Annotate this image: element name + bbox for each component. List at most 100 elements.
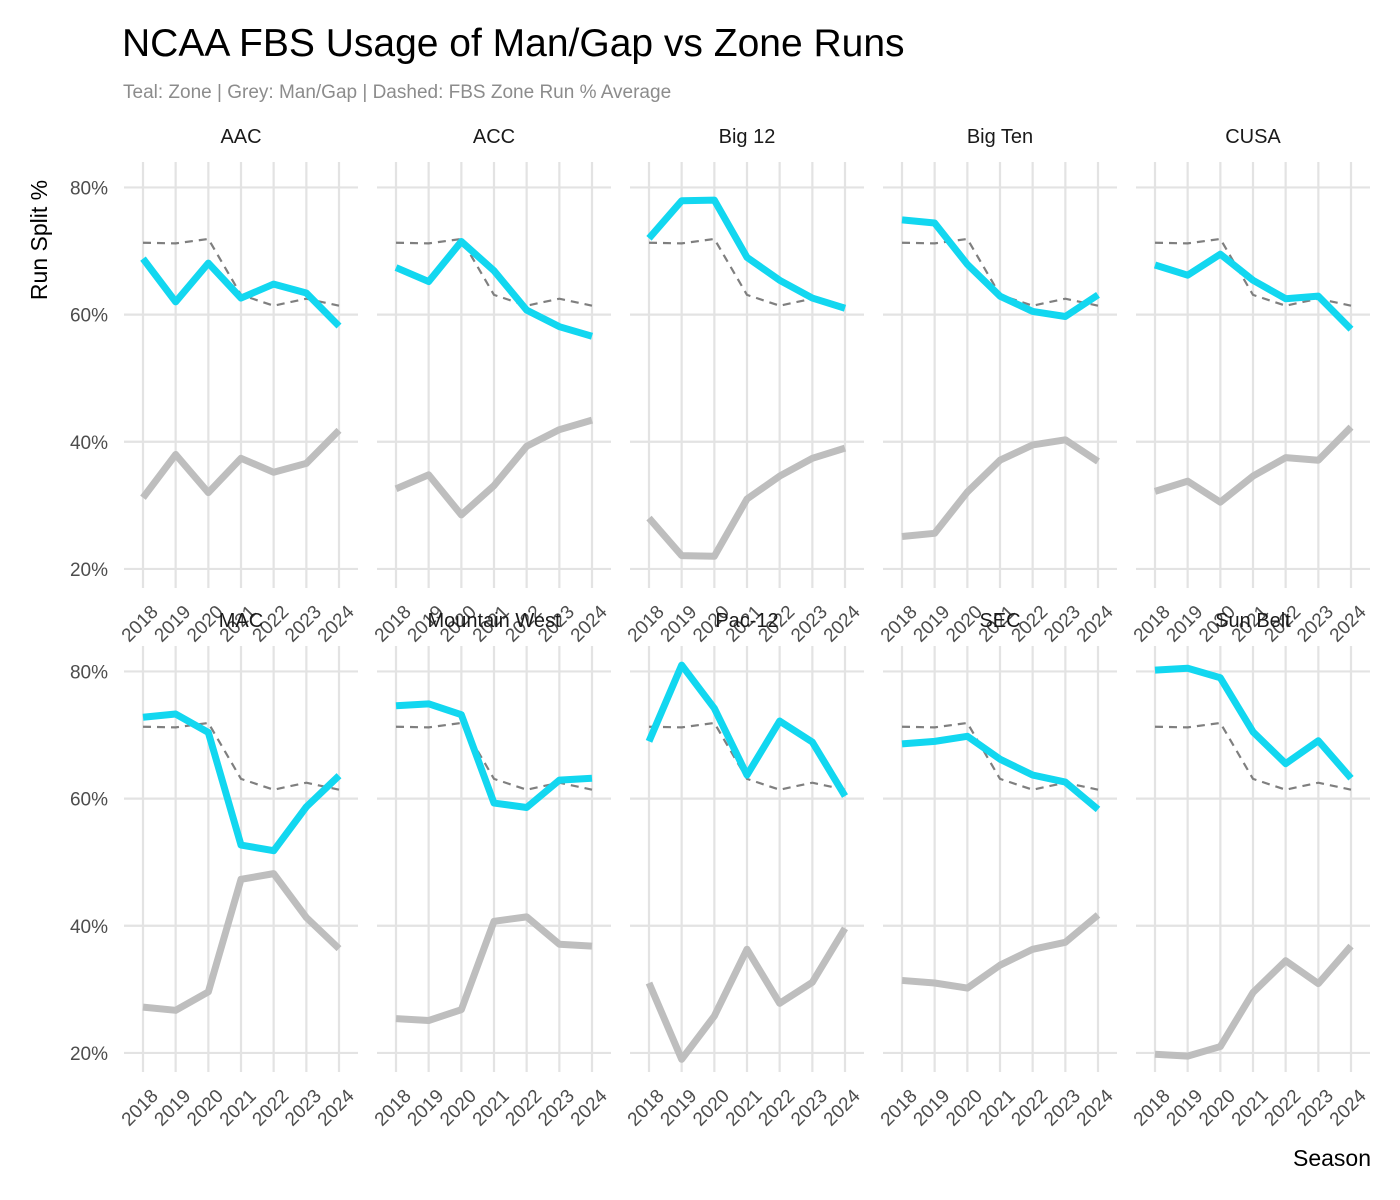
x-tick-label-pac-12-2019: 2019 — [657, 1086, 702, 1131]
zone-line-sun-belt — [1154, 664, 1354, 781]
x-tick-label-sun-belt-2021: 2021 — [1228, 1086, 1273, 1131]
x-tick-label-mac-2022: 2022 — [249, 1086, 294, 1131]
fbs-average-line-sun-belt — [1154, 721, 1352, 791]
x-tick-label-sec-2020: 2020 — [942, 1086, 987, 1131]
panel-title-acc: ACC — [473, 126, 515, 148]
y-tick-label-40-row2: 40% — [70, 917, 108, 938]
zone-line-pac-12 — [645, 661, 848, 798]
x-tick-label-aac-2018: 2018 — [118, 602, 163, 647]
x-tick-label-big-12-2018: 2018 — [624, 602, 669, 647]
x-tick-label-big-12-2024: 2024 — [820, 601, 865, 646]
y-tick-label-20-row1: 20% — [70, 560, 108, 581]
panel-title-mac: MAC — [219, 610, 263, 632]
x-tick-label-sun-belt-2022: 2022 — [1261, 1086, 1306, 1131]
chart-title: NCAA FBS Usage of Man/Gap vs Zone Runs — [122, 22, 905, 65]
x-tick-label-mac-2018: 2018 — [118, 1086, 163, 1131]
man-gap-line-pac-12 — [645, 926, 848, 1063]
man-gap-line-aac — [140, 427, 342, 500]
panel-title-sec: SEC — [979, 610, 1020, 632]
x-tick-label-mountain-west-2022: 2022 — [502, 1086, 547, 1131]
x-tick-label-pac-12-2022: 2022 — [755, 1086, 800, 1131]
chart-subtitle: Teal: Zone | Grey: Man/Gap | Dashed: FBS… — [123, 82, 672, 103]
man-gap-line-big-12 — [646, 444, 847, 560]
x-tick-label-sun-belt-2020: 2020 — [1195, 1086, 1240, 1131]
x-tick-label-sec-2023: 2023 — [1040, 1086, 1085, 1131]
x-tick-label-sec-2019: 2019 — [910, 1086, 955, 1131]
y-tick-label-60-row2: 60% — [70, 790, 108, 811]
y-tick-label-80-row2: 80% — [70, 662, 108, 683]
zone-line-mountain-west — [395, 700, 593, 811]
x-tick-label-big-ten-2018: 2018 — [877, 602, 922, 647]
x-tick-label-cusa-2018: 2018 — [1130, 602, 1175, 647]
panel-title-sun-belt: Sun Belt — [1215, 610, 1291, 632]
y-axis-title: Run Split % — [26, 180, 52, 300]
x-tick-label-pac-12-2020: 2020 — [689, 1086, 734, 1131]
x-tick-label-big-ten-2024: 2024 — [1073, 601, 1118, 646]
x-tick-label-cusa-2019: 2019 — [1163, 602, 1208, 647]
x-tick-label-mountain-west-2021: 2021 — [469, 1086, 514, 1131]
x-tick-label-mountain-west-2023: 2023 — [534, 1086, 579, 1131]
panel-title-big-ten: Big Ten — [967, 126, 1033, 148]
x-tick-label-mountain-west-2018: 2018 — [371, 1086, 416, 1131]
x-tick-label-pac-12-2021: 2021 — [722, 1086, 767, 1131]
x-tick-label-mac-2019: 2019 — [151, 1086, 196, 1131]
x-tick-label-big-12-2023: 2023 — [787, 602, 832, 647]
panel-title-big-12: Big 12 — [719, 126, 776, 148]
x-tick-label-aac-2024: 2024 — [314, 601, 359, 646]
x-tick-label-pac-12-2024: 2024 — [820, 1085, 865, 1130]
x-tick-label-cusa-2023: 2023 — [1293, 602, 1338, 647]
panel-title-aac: AAC — [220, 126, 261, 148]
zone-line-acc — [394, 237, 593, 340]
x-tick-label-sun-belt-2018: 2018 — [1130, 1086, 1175, 1131]
x-tick-label-big-ten-2023: 2023 — [1040, 602, 1085, 647]
zone-line-mac — [142, 710, 342, 855]
x-tick-label-mountain-west-2020: 2020 — [436, 1086, 481, 1131]
zone-line-big-ten — [901, 216, 1100, 321]
x-tick-label-mountain-west-2019: 2019 — [404, 1086, 449, 1131]
y-tick-label-60-row1: 60% — [70, 306, 108, 327]
series-lines — [140, 196, 1354, 1063]
x-tick-label-pac-12-2018: 2018 — [624, 1086, 669, 1131]
fbs-average-line-pac-12 — [648, 721, 846, 791]
man-gap-line-mountain-west — [395, 913, 593, 1024]
axis-labels: AAC20%40%60%80%2018201920202021202220232… — [70, 126, 1371, 1130]
panel-title-mountain-west: Mountain West — [427, 610, 560, 632]
x-tick-label-mountain-west-2024: 2024 — [567, 1085, 612, 1130]
x-tick-label-sun-belt-2019: 2019 — [1163, 1086, 1208, 1131]
x-tick-label-acc-2018: 2018 — [371, 602, 416, 647]
y-tick-label-80-row1: 80% — [70, 178, 108, 199]
y-tick-label-40-row1: 40% — [70, 433, 108, 454]
x-tick-label-big-ten-2019: 2019 — [910, 602, 955, 647]
y-tick-label-20-row2: 20% — [70, 1044, 108, 1065]
zone-line-sec — [901, 732, 1101, 813]
man-gap-line-sec — [901, 912, 1101, 992]
x-tick-label-big-12-2019: 2019 — [657, 602, 702, 647]
man-gap-line-big-ten — [901, 436, 1100, 540]
x-tick-label-sec-2018: 2018 — [877, 1086, 922, 1131]
x-tick-label-acc-2024: 2024 — [567, 601, 612, 646]
x-tick-label-mac-2021: 2021 — [216, 1086, 261, 1131]
zone-line-aac — [140, 256, 342, 329]
x-tick-label-sec-2022: 2022 — [1008, 1086, 1053, 1131]
x-tick-label-sec-2024: 2024 — [1073, 1085, 1118, 1130]
zone-line-big-12 — [646, 196, 847, 312]
man-gap-line-mac — [142, 870, 342, 1014]
x-tick-label-mac-2024: 2024 — [314, 1085, 359, 1130]
gridlines — [124, 162, 1370, 1072]
x-tick-label-mac-2023: 2023 — [281, 1086, 326, 1131]
x-tick-label-sec-2021: 2021 — [975, 1086, 1020, 1131]
fbs-average-line-acc — [395, 237, 593, 307]
x-tick-label-cusa-2024: 2024 — [1326, 601, 1371, 646]
man-gap-line-sun-belt — [1154, 943, 1354, 1060]
x-tick-label-mac-2020: 2020 — [183, 1086, 228, 1131]
x-axis-title: Season — [1293, 1145, 1371, 1171]
x-tick-label-aac-2019: 2019 — [151, 602, 196, 647]
x-tick-label-sun-belt-2023: 2023 — [1293, 1086, 1338, 1131]
man-gap-line-cusa — [1153, 424, 1354, 506]
x-tick-label-sun-belt-2024: 2024 — [1326, 1085, 1371, 1130]
zone-line-cusa — [1153, 250, 1354, 332]
panel-title-pac-12: Pac-12 — [715, 610, 778, 632]
x-tick-label-pac-12-2023: 2023 — [787, 1086, 832, 1131]
panel-title-cusa: CUSA — [1225, 126, 1281, 148]
